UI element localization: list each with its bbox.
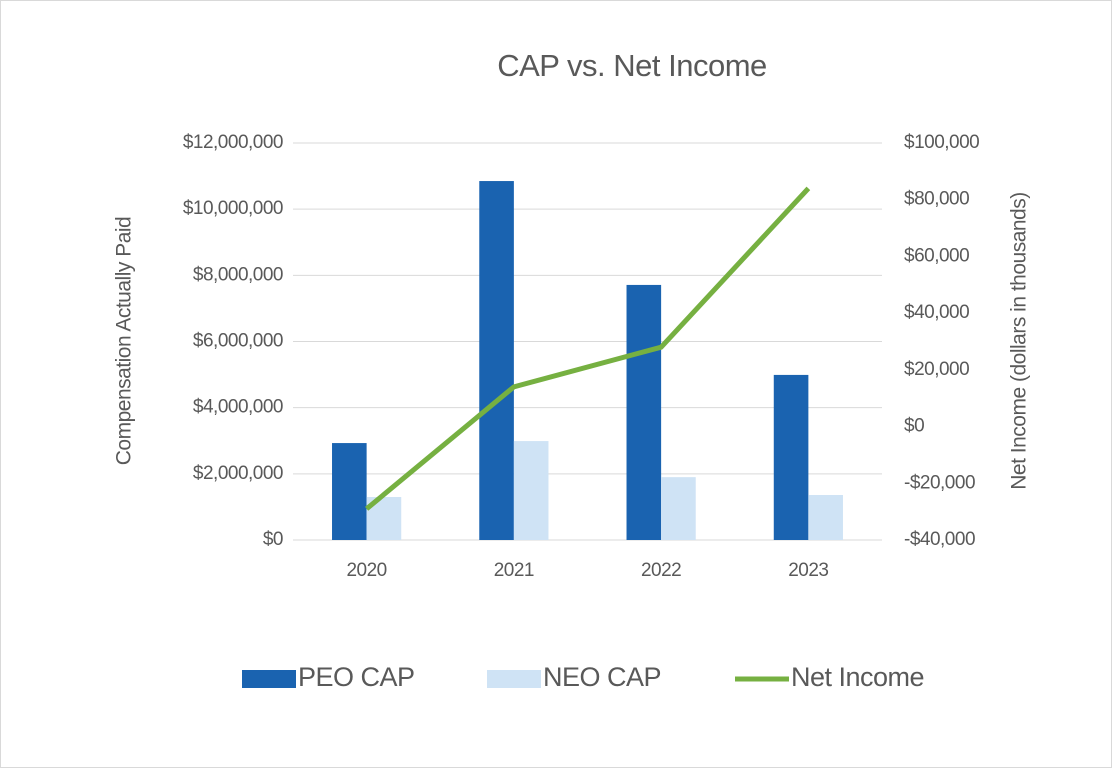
bar <box>332 443 367 540</box>
chart-title: CAP vs. Net Income <box>497 48 767 83</box>
y2-tick-label: -$40,000 <box>904 529 975 550</box>
y-tick-label: $8,000,000 <box>193 264 283 285</box>
y-tick-label: $12,000,000 <box>183 132 283 153</box>
y2-tick-label: $20,000 <box>904 359 969 380</box>
x-tick-label: 2022 <box>641 560 681 581</box>
y-axis-title: Compensation Actually Paid <box>113 217 136 466</box>
y-tick-label: $0 <box>263 529 283 550</box>
y2-tick-label: $0 <box>904 416 924 437</box>
bar <box>626 284 662 540</box>
line <box>365 186 811 511</box>
y2-axis-title: Net Income (dollars in thousands) <box>1008 192 1031 490</box>
y-tick-label: $6,000,000 <box>193 331 283 352</box>
x-tick-label: 2020 <box>346 560 386 581</box>
y2-tick-label: $80,000 <box>904 189 969 210</box>
bar <box>808 495 843 540</box>
y-tick-label: $10,000,000 <box>183 198 283 219</box>
y2-tick-label: $60,000 <box>904 245 969 266</box>
bar <box>513 441 549 540</box>
legend-label: Net Income <box>791 662 924 692</box>
y2-tick-label: $40,000 <box>904 302 969 323</box>
y-tick-label: $2,000,000 <box>193 463 283 484</box>
legend-swatch <box>242 670 296 688</box>
bar <box>773 374 809 540</box>
x-tick-label: 2023 <box>788 560 828 581</box>
legend-swatch <box>487 670 541 688</box>
y2-tick-label: $100,000 <box>904 132 979 153</box>
legend-label: PEO CAP <box>298 662 415 692</box>
legend-label: NEO CAP <box>543 662 661 692</box>
y2-tick-label: -$20,000 <box>904 472 975 493</box>
bar <box>479 181 514 540</box>
bar <box>661 477 696 540</box>
x-tick-label: 2021 <box>494 560 534 581</box>
y-tick-label: $4,000,000 <box>193 397 283 418</box>
